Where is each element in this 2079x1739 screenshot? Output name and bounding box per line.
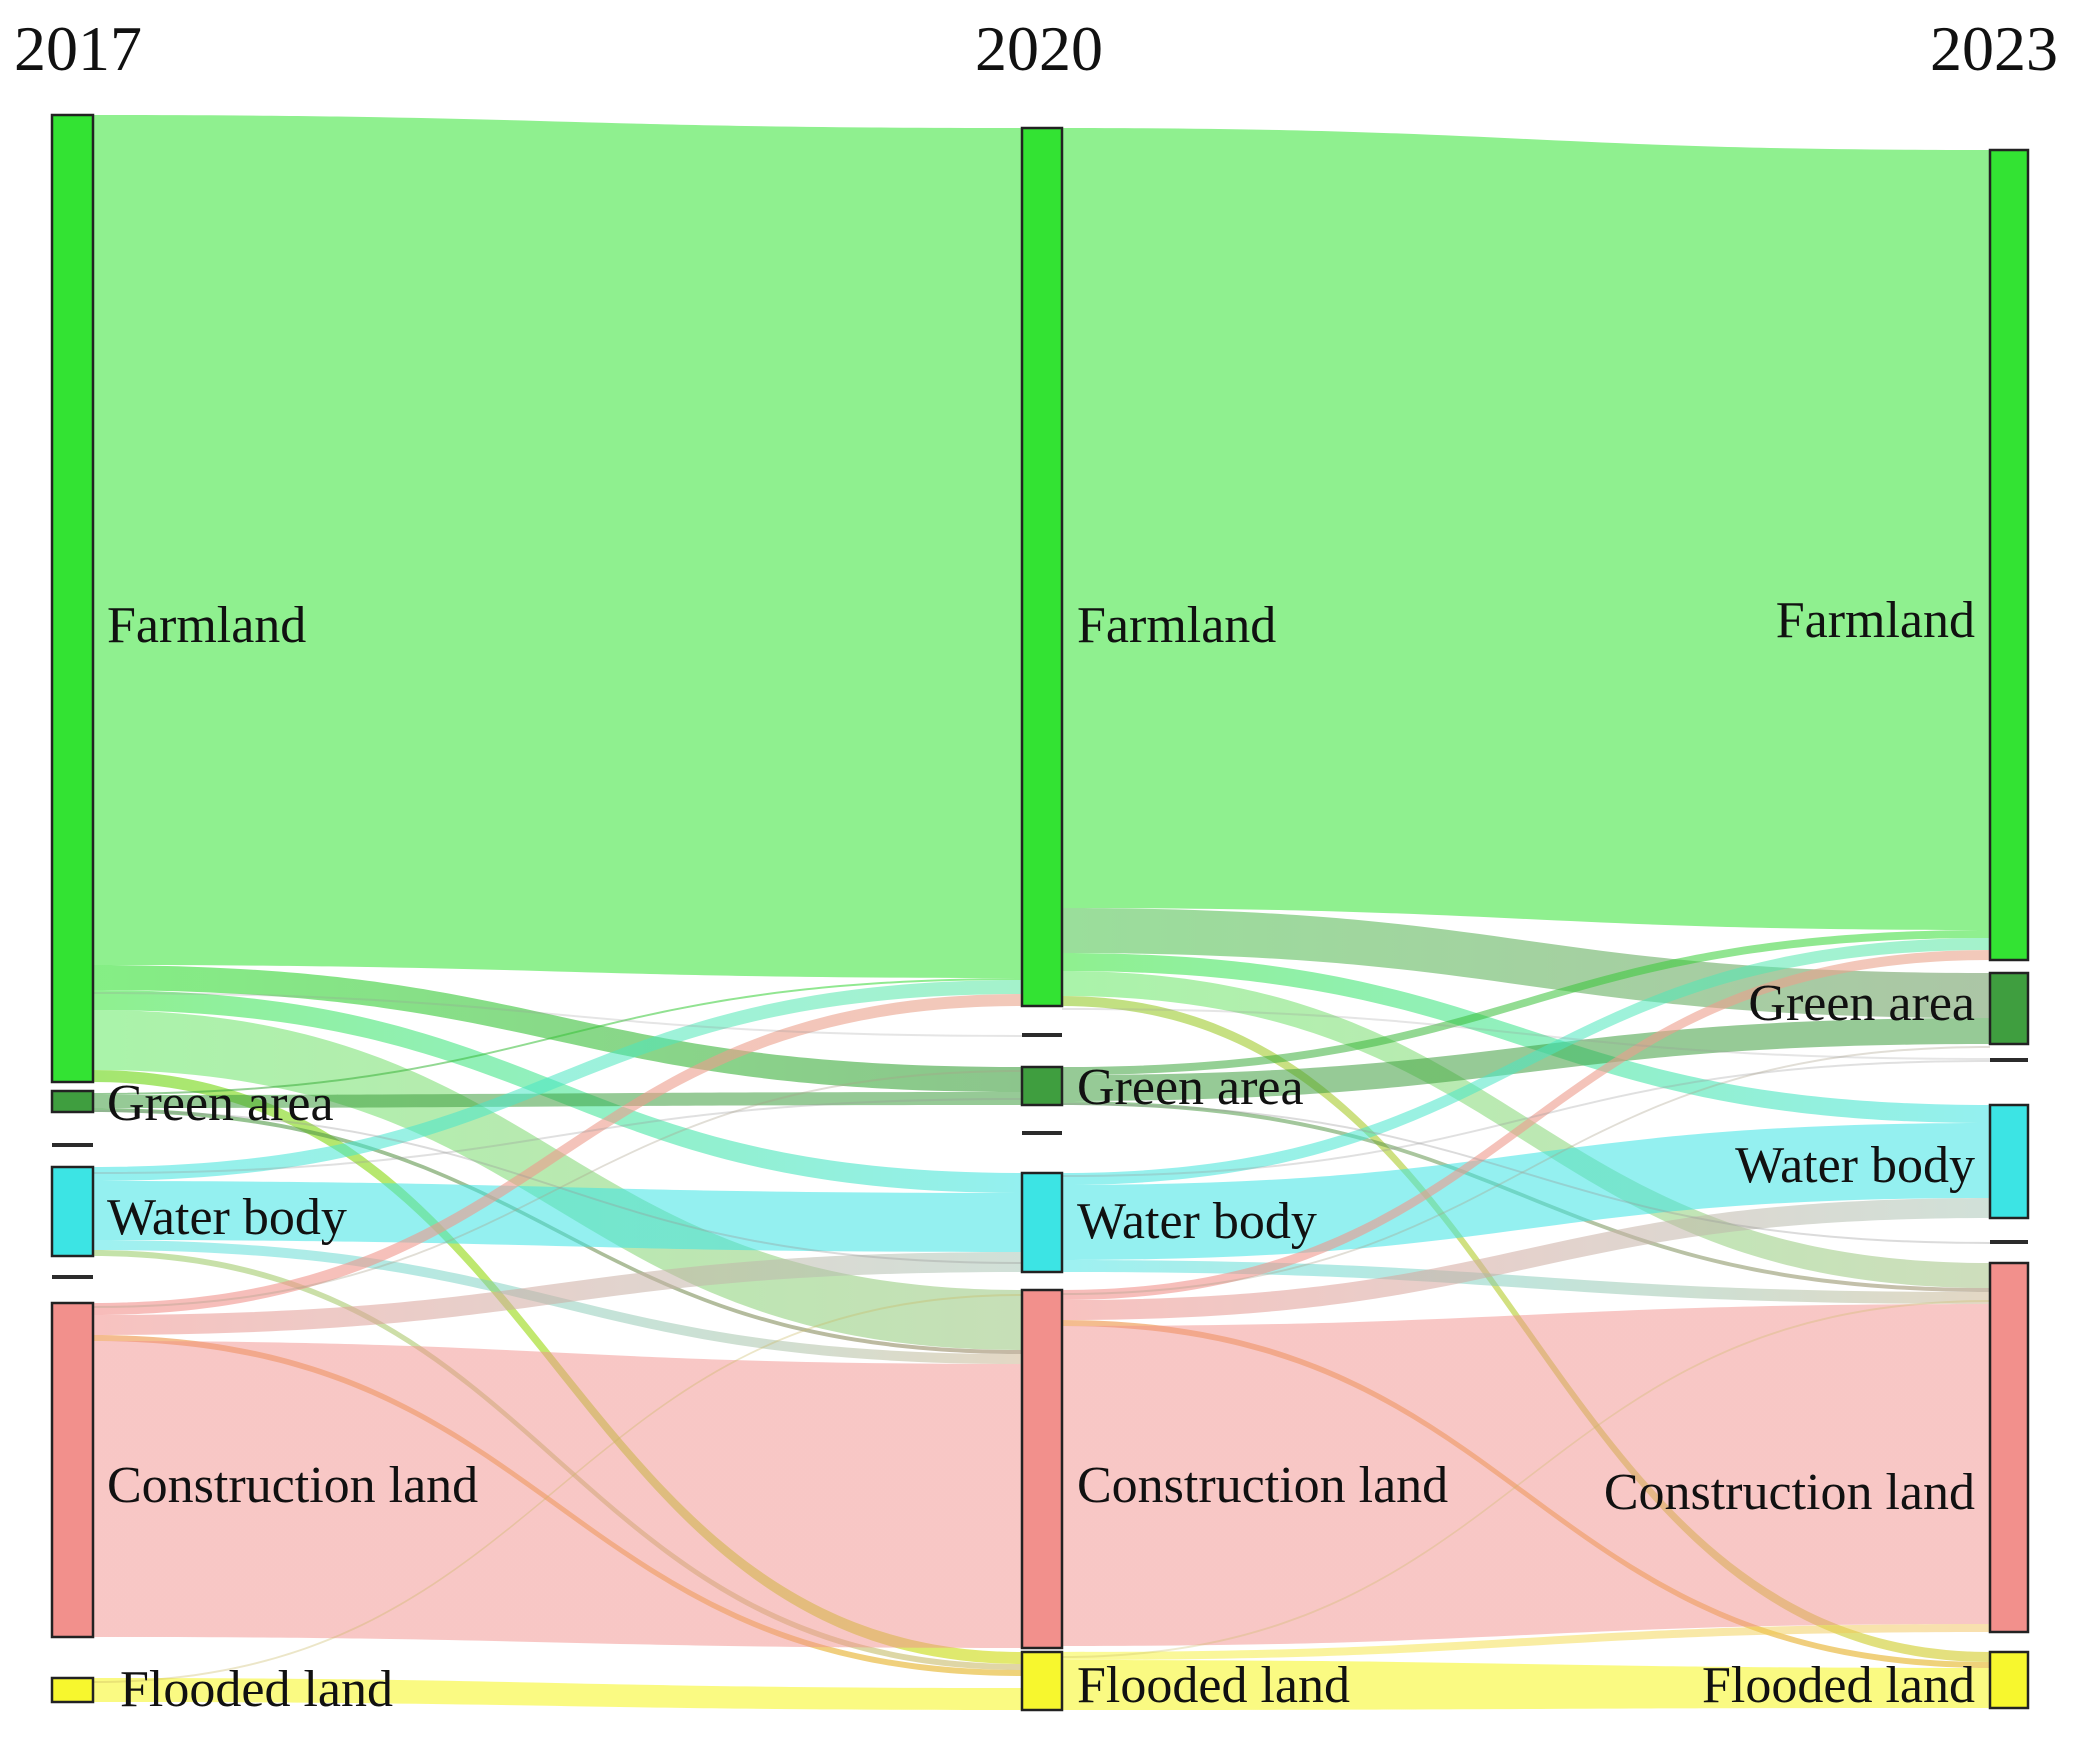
node-2023-green_area — [1988, 971, 2030, 1046]
flow-2017.water_body-to-2020.water_body — [93, 1181, 1022, 1252]
minor-node-2023 — [1990, 1240, 2028, 1244]
node-2023-farmland — [1988, 148, 2030, 962]
node-2017-flooded — [50, 1676, 95, 1704]
flow-2020.green_area-to-2023.farmland — [1062, 930, 1990, 1075]
label-2020-flooded: Flooded land — [1077, 1657, 1350, 1714]
node-2017-green_area — [50, 1089, 95, 1114]
hairline-flow — [93, 1110, 1022, 1264]
year-label-2023: 2023 — [1930, 13, 2058, 84]
label-2023-construction: Construction land — [1604, 1464, 1975, 1521]
hairline-flow — [93, 992, 1022, 1037]
node-2017-farmland — [50, 113, 95, 1084]
hairline-flow — [93, 1098, 1022, 1174]
year-label-2020: 2020 — [975, 13, 1103, 84]
label-2023-water_body: Water body — [1735, 1137, 1975, 1194]
node-2020-farmland — [1020, 126, 1064, 1008]
flow-2017.farmland-to-2020.farmland — [93, 115, 1022, 978]
label-2017-green_area: Green area — [107, 1075, 334, 1132]
node-2020-flooded — [1020, 1650, 1064, 1712]
label-2020-green_area: Green area — [1077, 1059, 1304, 1116]
flow-2020.flooded-to-2023.construction — [1062, 1624, 1990, 1660]
label-2020-farmland: Farmland — [1077, 597, 1276, 654]
flow-2020.construction-to-2023.farmland — [1062, 950, 1990, 1300]
node-2017-construction — [50, 1301, 95, 1639]
flow-2020.construction-to-2023.construction — [1062, 1304, 1990, 1646]
minor-node-2017 — [52, 1143, 93, 1147]
flow-2017.construction-to-2020.farmland — [93, 994, 1022, 1315]
minor-node-2017 — [52, 1275, 93, 1279]
flow-2020.farmland-to-2023.water_body — [1062, 953, 1990, 1123]
label-2023-flooded: Flooded land — [1702, 1657, 1975, 1714]
flow-2017.green_area-to-2020.farmland — [93, 978, 1022, 1095]
flow-2017.construction-to-2020.construction — [93, 1341, 1022, 1648]
flow-2020.water_body-to-2023.construction — [1062, 1260, 1990, 1304]
node-2017-water_body — [50, 1165, 95, 1258]
hairline-flow — [1062, 1008, 1990, 1060]
label-2020-water_body: Water body — [1077, 1193, 1317, 1250]
flow-2017.water_body-to-2020.farmland — [93, 980, 1022, 1181]
node-2020-water_body — [1020, 1171, 1064, 1274]
hairline-flow — [1062, 1046, 1990, 1295]
flow-2017.flooded-to-2020.flooded — [93, 1678, 1022, 1710]
hairline-flow — [93, 1294, 1022, 1683]
flow-2020.flooded-to-2023.flooded — [1062, 1660, 1990, 1710]
flow-2020.water_body-to-2023.farmland — [1062, 938, 1990, 1185]
label-2017-farmland: Farmland — [107, 597, 306, 654]
label-2017-construction: Construction land — [107, 1457, 478, 1514]
flow-2017.construction-to-2020.water_body — [93, 1252, 1022, 1335]
node-2020-green_area — [1020, 1065, 1064, 1107]
hairline-flow — [1062, 1103, 1990, 1244]
label-2020-construction: Construction land — [1077, 1457, 1448, 1514]
hairline-flow — [1062, 1060, 1990, 1177]
minor-node-2020 — [1022, 1033, 1062, 1037]
flow-2020.farmland-to-2023.farmland — [1062, 128, 1990, 930]
node-2020-construction — [1020, 1288, 1064, 1650]
hairline-flow — [93, 1070, 1022, 1308]
year-label-2017: 2017 — [14, 13, 142, 84]
flow-2017.farmland-to-2020.green_area — [93, 965, 1022, 1092]
label-2023-green_area: Green area — [1748, 975, 1975, 1032]
flow-2017.farmland-to-2020.water_body — [93, 990, 1022, 1193]
label-2017-flooded: Flooded land — [120, 1661, 393, 1718]
flow-2020.construction-to-2023.water_body — [1062, 1198, 1990, 1320]
node-2023-flooded — [1988, 1650, 2030, 1710]
label-2017-water_body: Water body — [107, 1189, 347, 1246]
flow-2017.green_area-to-2020.green_area — [93, 1092, 1022, 1108]
node-2023-water_body — [1988, 1103, 2030, 1220]
minor-node-2023 — [1990, 1058, 2028, 1062]
minor-node-2020 — [1022, 1131, 1062, 1135]
label-2023-farmland: Farmland — [1776, 592, 1975, 649]
node-2023-construction — [1988, 1261, 2030, 1634]
hairline-flow — [1062, 1300, 1990, 1658]
flow-2020.water_body-to-2023.water_body — [1062, 1123, 1990, 1260]
